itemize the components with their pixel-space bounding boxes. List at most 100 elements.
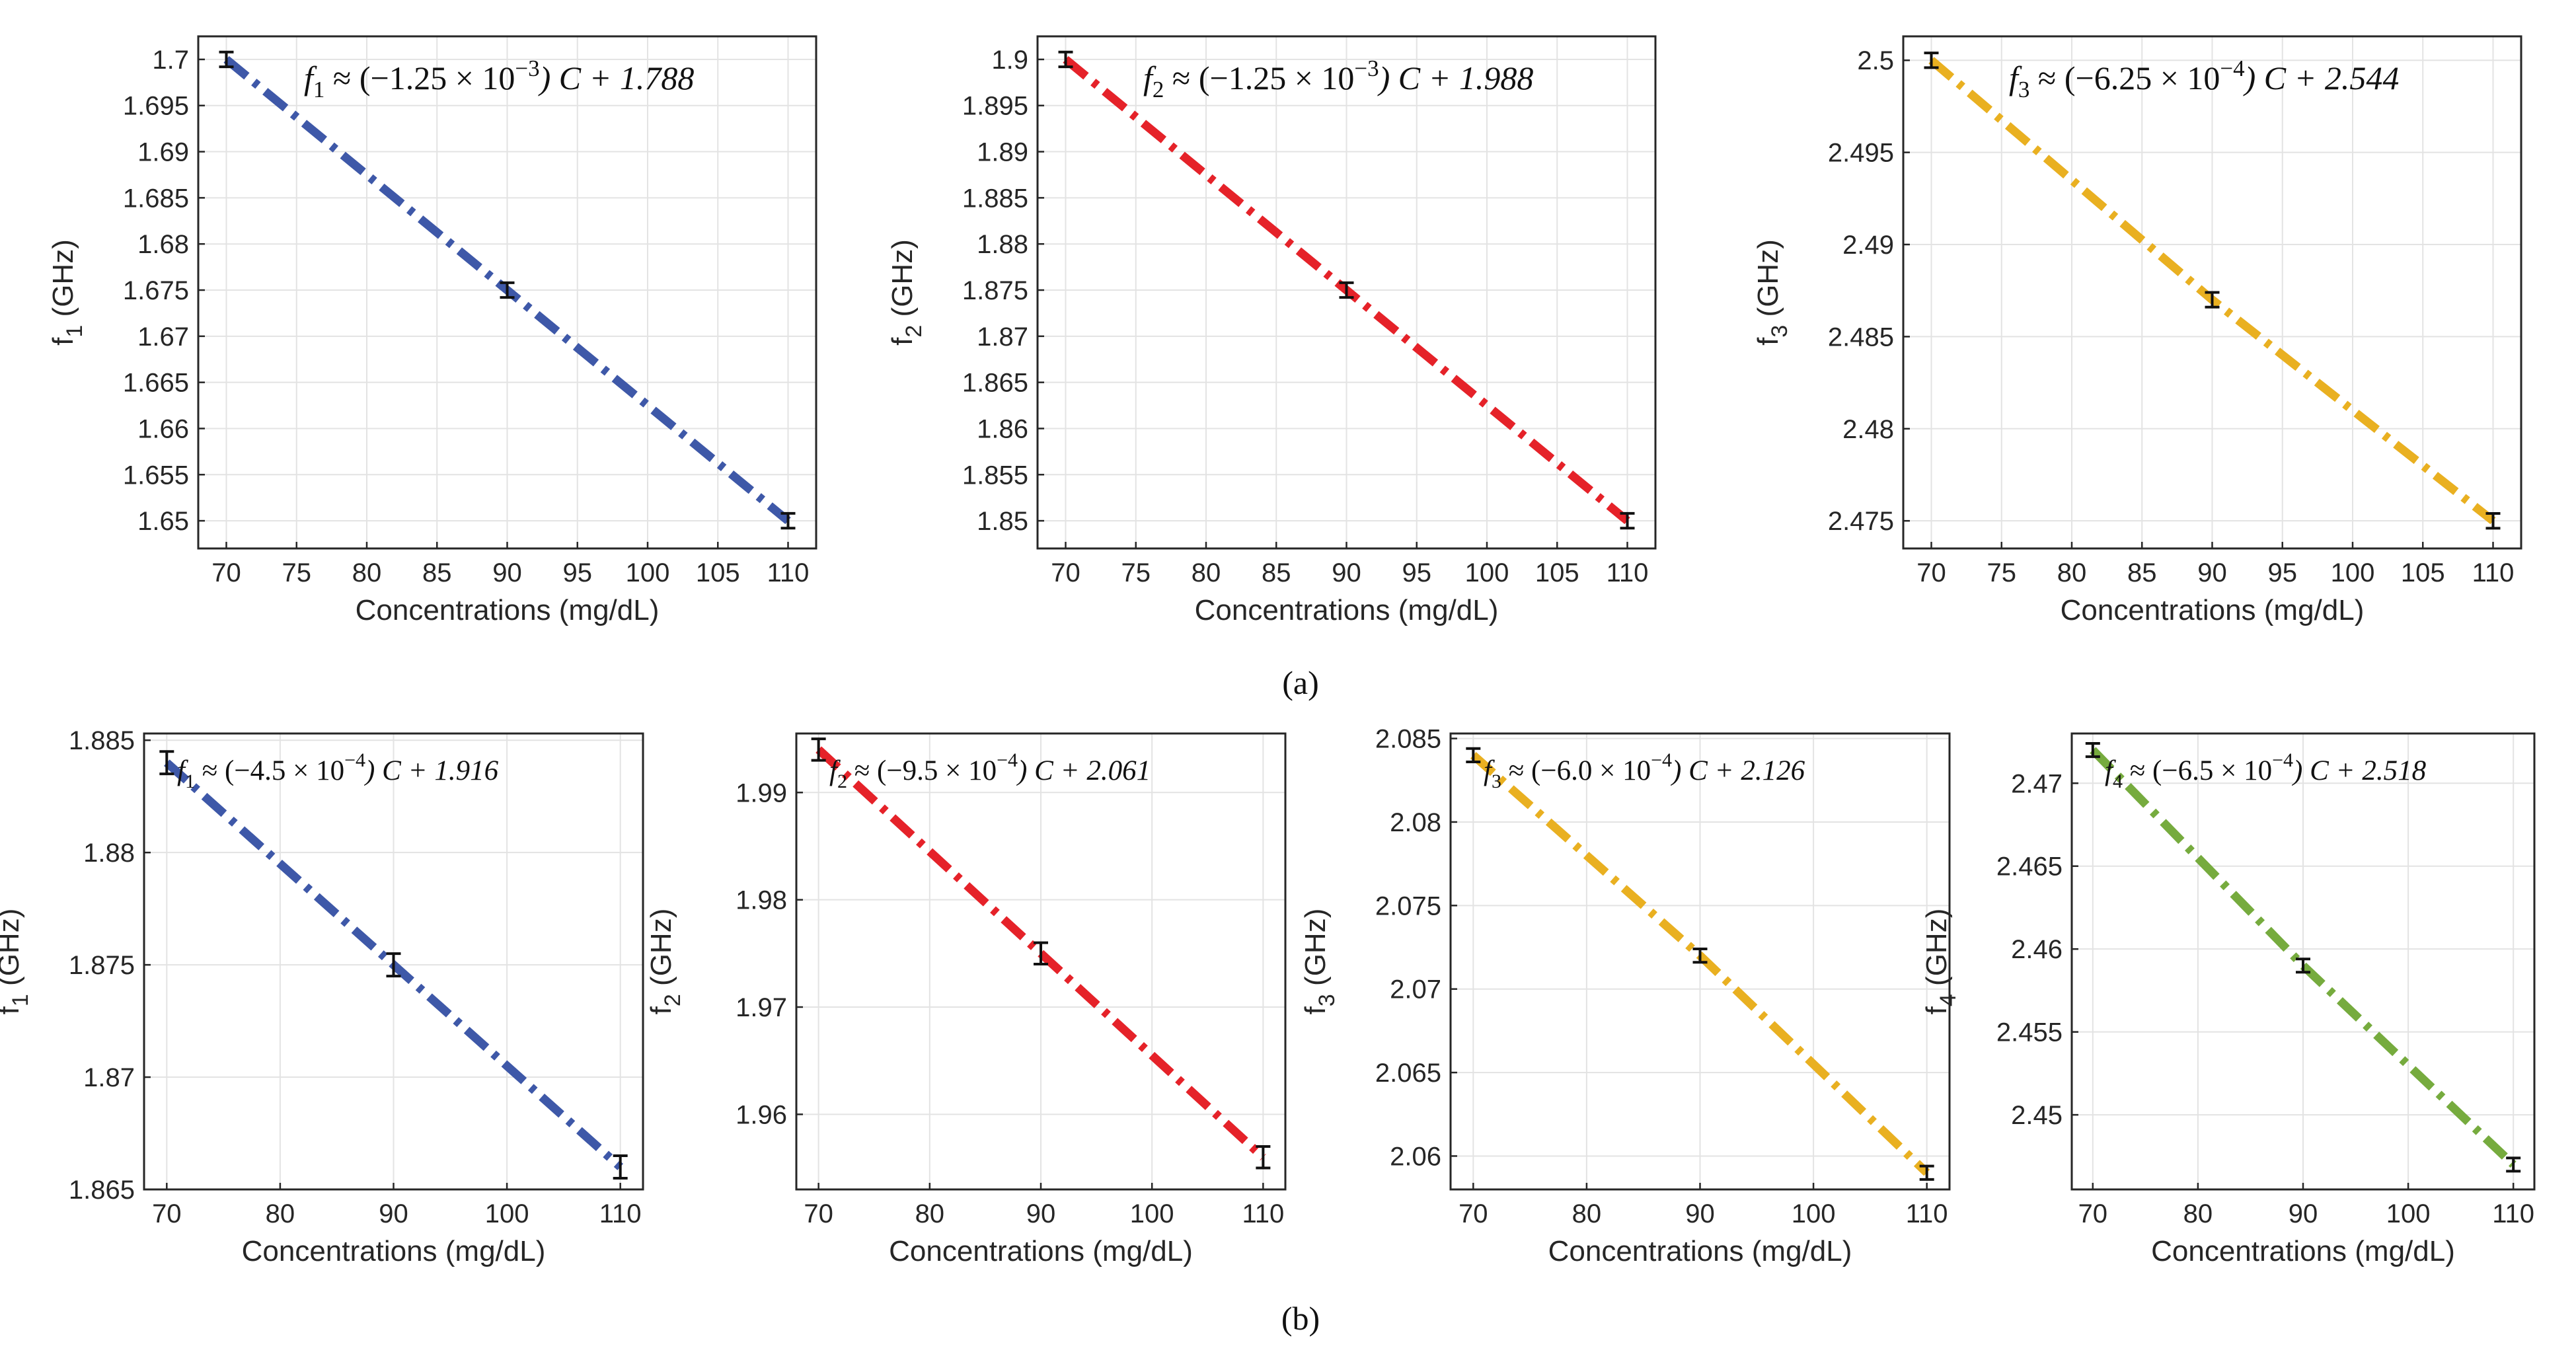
- y-tick-label: 1.66: [137, 414, 189, 443]
- y-tick-label: 1.85: [977, 507, 1028, 536]
- equation-subscript: 1: [185, 770, 195, 792]
- data-point-errorbar: [2296, 958, 2310, 974]
- x-axis-title: Concentrations (mg/dL): [1195, 594, 1499, 626]
- equation-intercept: ) C + 1.788: [538, 59, 695, 96]
- x-tick-label: 100: [1792, 1199, 1836, 1228]
- x-tick-label: 90: [2197, 558, 2227, 587]
- equation-coefficient: ≈ (−1.25 × 10: [1164, 59, 1354, 96]
- x-tick-label: 110: [599, 1199, 642, 1228]
- data-point-errorbar: [1620, 511, 1635, 530]
- y-tick-label: 2.475: [1828, 507, 1894, 536]
- x-axis-title: Concentrations (mg/dL): [356, 594, 660, 626]
- y-axis-title: f1 (GHz): [47, 239, 87, 346]
- y-axis-title-symbol: f: [645, 1006, 677, 1014]
- x-axis-title: Concentrations (mg/dL): [889, 1235, 1193, 1267]
- equation-subscript: 4: [2113, 770, 2123, 792]
- y-tick-label: 1.675: [123, 276, 189, 305]
- x-tick-label: 80: [266, 1199, 295, 1228]
- y-tick-label: 2.08: [1390, 808, 1441, 837]
- y-tick-label: 1.88: [977, 230, 1028, 259]
- x-tick-label: 100: [1130, 1199, 1174, 1228]
- y-tick-label: 1.875: [69, 951, 135, 980]
- equation-exponent: −3: [515, 56, 539, 81]
- equation-coefficient: ≈ (−4.5 × 10: [195, 755, 344, 786]
- x-tick-label: 80: [915, 1199, 945, 1228]
- x-tick-label: 90: [1685, 1199, 1715, 1228]
- y-tick-label: 2.495: [1828, 139, 1894, 168]
- x-tick-label: 95: [563, 558, 593, 587]
- y-tick-label: 1.9: [991, 46, 1028, 75]
- x-tick-label: 75: [1121, 558, 1151, 587]
- data-point-errorbar: [613, 1154, 628, 1180]
- y-axis-title-unit: (GHz): [1299, 909, 1332, 995]
- y-axis-title-subscript: 3: [1767, 325, 1792, 338]
- equation-intercept: ) C + 1.916: [363, 755, 499, 786]
- x-tick-label: 70: [804, 1199, 833, 1228]
- y-tick-label: 1.65: [137, 507, 189, 536]
- y-axis-title-subscript: 1: [8, 994, 33, 1006]
- data-point-errorbar: [1034, 941, 1048, 966]
- plot-border: [1449, 732, 1951, 1191]
- equation-annotation: f1 ≈ (−1.25 × 10−3) C + 1.788: [304, 56, 694, 102]
- x-tick-label: 110: [1607, 558, 1649, 587]
- y-tick-label: 1.885: [962, 184, 1028, 213]
- data-point-errorbar: [386, 952, 401, 978]
- y-axis-title-unit: (GHz): [1920, 909, 1953, 995]
- y-axis-title: f3 (GHz): [1752, 239, 1792, 346]
- x-tick-label: 110: [767, 558, 810, 587]
- plot-border: [1036, 35, 1657, 550]
- equation-annotation: f4 ≈ (−6.5 × 10−4) C + 2.518: [2105, 749, 2427, 792]
- y-axis-title-subscript: 2: [660, 994, 685, 1006]
- y-tick-label: 1.69: [137, 138, 189, 167]
- y-tick-label: 1.695: [123, 92, 189, 121]
- equation-coefficient: ≈ (−6.25 × 10: [2029, 59, 2220, 96]
- plot-border: [795, 732, 1287, 1191]
- equation-annotation: f1 ≈ (−4.5 × 10−4) C + 1.916: [177, 749, 499, 792]
- x-tick-label: 100: [2331, 558, 2375, 587]
- y-axis-title-unit: (GHz): [1752, 239, 1784, 325]
- chart-a1: 70 75 80 85 90 95 100 105 110 1.65 1.655 1.66 1.665 1…: [47, 35, 817, 626]
- equation-exponent: −4: [997, 749, 1018, 771]
- y-tick-label: 1.855: [962, 461, 1028, 490]
- data-point-errorbar: [2205, 291, 2220, 309]
- equation-coefficient: ≈ (−9.5 × 10: [847, 755, 997, 786]
- panel-label-a: (a): [1282, 664, 1319, 701]
- x-tick-label: 105: [696, 558, 740, 587]
- equation-intercept: ) C + 2.518: [2291, 755, 2427, 786]
- plot-border: [1902, 35, 2522, 550]
- chart-b2: 70 80 90 100 110 1.96 1.97 1.98 1.99 Concentratio…: [645, 732, 1287, 1267]
- y-tick-label: 1.7: [152, 46, 189, 75]
- equation-annotation: f2 ≈ (−1.25 × 10−3) C + 1.988: [1143, 56, 1533, 102]
- y-axis-title-symbol: f: [47, 337, 79, 346]
- y-tick-label: 1.87: [977, 322, 1028, 352]
- data-point-errorbar: [811, 737, 826, 762]
- y-axis-title-subscript: 4: [1936, 994, 1961, 1006]
- chart-b4: 70 80 90 100 110 2.45 2.455 2.46 2.465 2.47 Concen…: [1920, 732, 2536, 1267]
- y-axis-title-subscript: 3: [1314, 994, 1340, 1006]
- x-axis-title: Concentrations (mg/dL): [1548, 1235, 1852, 1267]
- x-tick-label: 85: [422, 558, 452, 587]
- x-tick-label: 80: [1192, 558, 1221, 587]
- x-tick-label: 75: [1987, 558, 2017, 587]
- equation-annotation: f2 ≈ (−9.5 × 10−4) C + 2.061: [829, 749, 1151, 792]
- panel-label-b: (b): [1281, 1300, 1320, 1337]
- equation-subscript: 1: [313, 77, 325, 102]
- x-tick-label: 90: [1332, 558, 1361, 587]
- equation-subscript: 3: [2018, 77, 2030, 102]
- x-tick-label: 110: [2472, 558, 2515, 587]
- y-tick-label: 2.455: [1996, 1018, 2063, 1047]
- y-tick-label: 2.06: [1390, 1142, 1441, 1171]
- x-tick-label: 110: [1242, 1199, 1284, 1228]
- x-tick-label: 85: [1262, 558, 1291, 587]
- y-axis-title-subscript: 2: [901, 325, 927, 338]
- data-point-errorbar: [1692, 948, 1708, 964]
- data-point-errorbar: [1919, 1164, 1934, 1181]
- y-tick-label: 2.48: [1842, 415, 1894, 444]
- y-axis-title-unit: (GHz): [47, 239, 79, 325]
- x-tick-label: 100: [626, 558, 670, 587]
- equation-subscript: 3: [1492, 770, 1501, 792]
- equation-exponent: −4: [2272, 749, 2293, 771]
- y-tick-label: 2.065: [1375, 1059, 1441, 1088]
- equation-intercept: ) C + 1.988: [1377, 59, 1534, 96]
- y-axis-title: f2 (GHz): [645, 909, 685, 1015]
